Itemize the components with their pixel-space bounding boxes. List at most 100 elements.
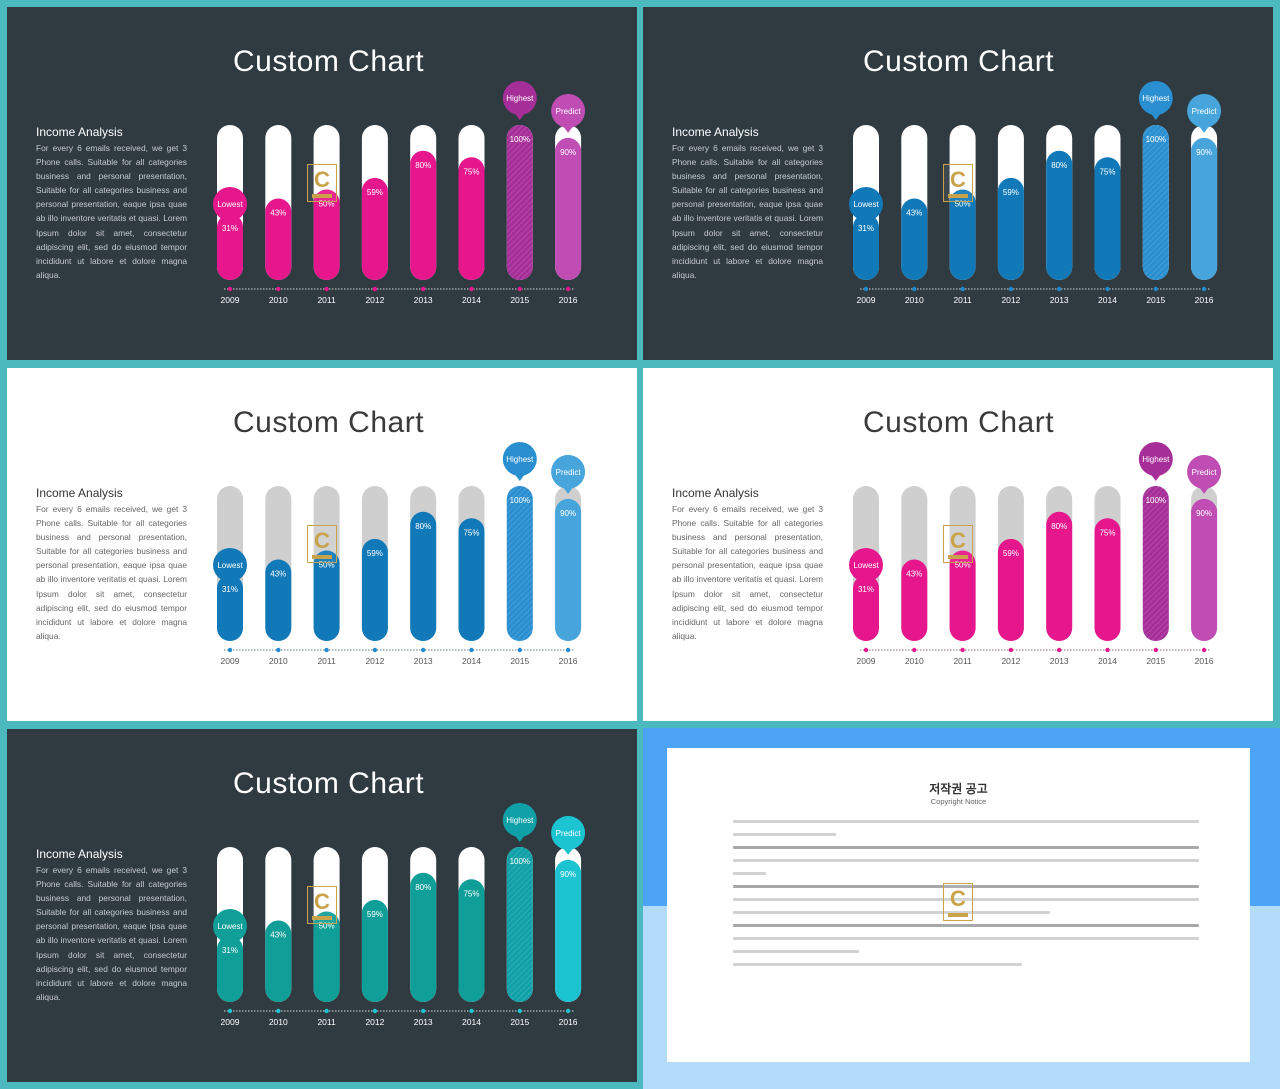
axis-dot-2010	[912, 647, 917, 653]
bar-chart: 31% 2009 Lowest 43% 2010 50% 2011 59% 2012 80% 201…	[213, 803, 586, 1027]
tick-label-2014: 2014	[1098, 295, 1117, 305]
axis-dot-2014	[1105, 286, 1110, 292]
svg-text:Highest: Highest	[506, 455, 534, 464]
value-label-2011: 50%	[319, 561, 335, 570]
value-label-2010: 43%	[270, 570, 286, 579]
slide-title: Custom Chart	[232, 767, 425, 800]
tick-label-2016: 2016	[559, 656, 578, 666]
tick-label-2013: 2013	[1050, 295, 1069, 305]
bar-2014	[458, 879, 485, 1002]
axis-dot-2011	[324, 286, 329, 292]
bar-2009	[217, 214, 243, 280]
bar-hatch-2015	[1142, 125, 1169, 280]
bar-2016	[1191, 498, 1218, 641]
side-heading: Income Analysis	[672, 486, 759, 500]
value-label-2009: 31%	[222, 585, 238, 594]
axis-dot-2014	[469, 647, 474, 653]
value-label-2013: 80%	[415, 883, 431, 892]
bar-chart: 31% 2009 Lowest 43% 2010 50% 2011 59% 2012 80% 201…	[849, 81, 1222, 305]
slide-title: Custom Chart	[862, 45, 1055, 78]
value-label-2011: 50%	[319, 922, 335, 931]
notice-title: 저작권 공고	[929, 782, 988, 796]
callout-highest: Highest	[1138, 442, 1173, 481]
value-label-2015: 100%	[1146, 496, 1166, 505]
callout-lowest: Lowest	[849, 187, 883, 227]
tick-label-2016: 2016	[1195, 656, 1214, 666]
value-label-2014: 75%	[463, 889, 479, 898]
tick-label-2014: 2014	[462, 656, 481, 666]
value-label-2014: 75%	[1099, 167, 1115, 176]
bar-2016	[555, 498, 582, 641]
tick-label-2015: 2015	[1146, 295, 1165, 305]
value-label-2015: 100%	[510, 857, 530, 866]
value-label-2010: 43%	[906, 570, 922, 579]
notice-subtitle: Copyright Notice	[930, 797, 987, 806]
svg-text:Predict: Predict	[1192, 107, 1218, 116]
bar-hatch-2015	[506, 486, 533, 641]
value-label-2016: 90%	[560, 870, 576, 879]
tick-label-2010: 2010	[905, 295, 924, 305]
axis-dot-2012	[1008, 286, 1014, 292]
tick-label-2012: 2012	[365, 1017, 384, 1027]
callout-highest: Highest	[502, 81, 537, 120]
axis-dot-2010	[276, 286, 281, 292]
tick-label-2011: 2011	[953, 295, 972, 305]
axis-dot-2009	[863, 647, 869, 653]
bar-2009	[853, 214, 879, 280]
bar-2009	[853, 575, 879, 641]
side-text: For every 6 emails received, we get 3 Ph…	[36, 865, 187, 1002]
tick-label-2011: 2011	[317, 656, 336, 666]
logo-icon: C	[307, 886, 337, 924]
slide-4: Custom Chart Income Analysis For every 6…	[643, 368, 1273, 721]
logo-icon: C	[943, 883, 973, 921]
callout-lowest: Lowest	[849, 548, 883, 588]
bar-2013	[410, 872, 437, 1002]
value-label-2014: 75%	[463, 528, 479, 537]
slide-3: Custom Chart Income Analysis For every 6…	[7, 368, 637, 721]
value-label-2016: 90%	[1196, 509, 1212, 518]
svg-text:Lowest: Lowest	[217, 922, 243, 931]
side-text: For every 6 emails received, we get 3 Ph…	[672, 143, 823, 280]
tick-label-2016: 2016	[559, 1017, 578, 1027]
value-label-2013: 80%	[1051, 161, 1067, 170]
value-label-2014: 75%	[1099, 528, 1115, 537]
bar-2009	[217, 936, 243, 1002]
logo-icon: C	[307, 525, 337, 563]
value-label-2010: 43%	[270, 209, 286, 218]
svg-text:Predict: Predict	[556, 468, 582, 477]
bar-2010	[265, 559, 292, 641]
tick-label-2012: 2012	[1001, 295, 1020, 305]
slide-title: Custom Chart	[232, 406, 425, 439]
bar-2012	[997, 538, 1024, 641]
callout-predict: Predict	[1187, 93, 1222, 133]
notice-body	[733, 820, 1199, 976]
axis-dot-2016	[1201, 286, 1207, 292]
svg-text:Lowest: Lowest	[217, 561, 243, 570]
svg-text:Predict: Predict	[1192, 468, 1218, 477]
svg-text:Highest: Highest	[1142, 94, 1170, 103]
bar-2009	[217, 575, 243, 641]
tick-label-2012: 2012	[1001, 656, 1020, 666]
bar-2014	[1094, 518, 1121, 641]
value-label-2009: 31%	[858, 585, 874, 594]
tick-label-2009: 2009	[221, 295, 240, 305]
bar-2013	[1046, 150, 1073, 280]
bar-hatch-2015	[506, 125, 533, 280]
bar-2011	[949, 189, 976, 280]
value-label-2016: 90%	[1196, 148, 1212, 157]
tick-label-2015: 2015	[510, 1017, 529, 1027]
callout-highest: Highest	[1138, 81, 1173, 120]
tick-label-2011: 2011	[317, 295, 336, 305]
bar-2010	[265, 198, 292, 280]
axis-dot-2016	[565, 286, 571, 292]
callout-lowest: Lowest	[213, 187, 247, 227]
tick-label-2010: 2010	[269, 295, 288, 305]
callout-predict: Predict	[1187, 454, 1222, 494]
axis-dot-2015	[1153, 286, 1158, 292]
axis-dot-2010	[276, 1008, 281, 1014]
bar-hatch-2015	[1142, 486, 1169, 641]
svg-text:Highest: Highest	[506, 816, 534, 825]
tick-label-2012: 2012	[365, 656, 384, 666]
notice-sheet: 저작권 공고 Copyright Notice C	[667, 748, 1250, 1062]
callout-predict: Predict	[551, 815, 586, 855]
